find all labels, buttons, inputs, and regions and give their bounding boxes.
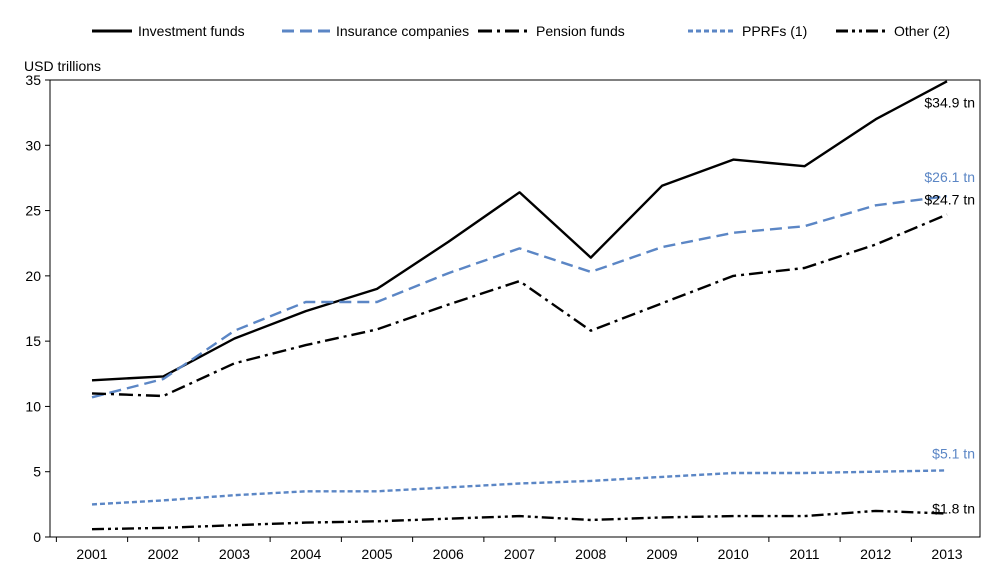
series-line-1 bbox=[91, 80, 948, 382]
x-tick-label: 2010 bbox=[718, 546, 749, 562]
x-tick-label: 2007 bbox=[504, 546, 535, 562]
series-line-2 bbox=[91, 195, 948, 399]
x-tick-label: 2012 bbox=[860, 546, 891, 562]
series-line-4 bbox=[91, 469, 948, 506]
end-label-5: $1.8 tn bbox=[932, 500, 975, 516]
y-tick-label: 0 bbox=[33, 529, 41, 545]
x-tick-label: 2011 bbox=[789, 546, 819, 562]
series-line-3 bbox=[91, 213, 948, 398]
legend-item: Investment funds bbox=[92, 23, 245, 39]
series-line-5 bbox=[91, 509, 948, 531]
y-tick-label: 30 bbox=[25, 137, 41, 153]
legend-label: PPRFs (1) bbox=[742, 23, 807, 39]
legend-label: Investment funds bbox=[138, 23, 245, 39]
end-label-2: $26.1 tn bbox=[924, 169, 975, 185]
legend-label: Other (2) bbox=[894, 23, 950, 39]
series-layer bbox=[91, 80, 948, 531]
x-tick-label: 2008 bbox=[575, 546, 606, 562]
x-tick-label: 2003 bbox=[219, 546, 250, 562]
x-tick-label: 2002 bbox=[148, 546, 179, 562]
end-label-1: $34.9 tn bbox=[924, 94, 975, 110]
x-tick-label: 2004 bbox=[290, 546, 321, 562]
y-tick-label: 35 bbox=[25, 72, 41, 88]
x-tick-label: 2001 bbox=[76, 546, 107, 562]
y-tick-label: 20 bbox=[25, 268, 41, 284]
y-tick-label: 5 bbox=[33, 464, 41, 480]
legend-item: Pension funds bbox=[478, 23, 625, 39]
x-tick-label: 2005 bbox=[361, 546, 392, 562]
y-tick-label: 25 bbox=[25, 203, 41, 219]
legend: Investment funds Insurance companies Pensi… bbox=[92, 23, 950, 39]
y-tick-label: 10 bbox=[25, 398, 41, 414]
end-label-4: $5.1 tn bbox=[932, 445, 975, 461]
legend-item: Insurance companies bbox=[282, 23, 469, 39]
y-axis-unit-label: USD trillions bbox=[24, 58, 101, 74]
legend-item: Other (2) bbox=[836, 23, 950, 39]
end-label-3: $24.7 tn bbox=[924, 191, 975, 207]
axes: 0 5 10 15 20 25 30 35 2001 2002 2003 2004 2005 2006 20… bbox=[25, 72, 981, 562]
y-tick-label: 15 bbox=[25, 333, 41, 349]
x-tick-label: 2009 bbox=[646, 546, 677, 562]
end-labels: $34.9 tn $26.1 tn $24.7 tn $5.1 tn $1.8 tn bbox=[924, 94, 975, 516]
x-tick-label: 2006 bbox=[433, 546, 464, 562]
plot-frame bbox=[49, 79, 981, 538]
legend-label: Insurance companies bbox=[336, 23, 469, 39]
legend-label: Pension funds bbox=[536, 23, 625, 39]
x-tick-label: 2013 bbox=[931, 546, 962, 562]
legend-item: PPRFs (1) bbox=[688, 23, 807, 39]
